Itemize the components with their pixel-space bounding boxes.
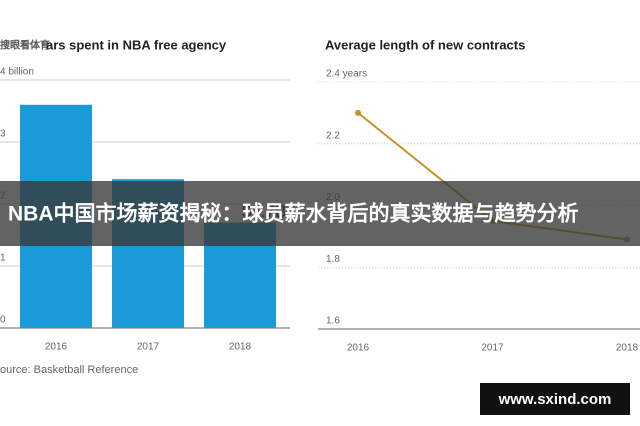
y-tick-label: 0: [0, 315, 6, 326]
y-tick-label: 1: [0, 253, 6, 264]
y-tick-label: 1.6: [326, 316, 340, 327]
overlay-title: NBA中国市场薪资揭秘：球员薪水背后的真实数据与趋势分析: [8, 202, 579, 226]
watermark: 搜眼看体育: [0, 39, 50, 52]
y-tick-label: 1.8: [326, 254, 340, 265]
x-tick-label: 2017: [137, 342, 160, 353]
chart-title: ars spent in NBA free agency: [46, 37, 227, 52]
x-tick-label: 2016: [347, 343, 370, 354]
y-tick-label: 4 billion: [0, 67, 34, 78]
y-tick-label: 3: [0, 129, 6, 140]
x-tick-label: 2018: [616, 343, 639, 354]
x-tick-label: 2018: [229, 342, 252, 353]
point: [355, 109, 361, 116]
chart-title: Average length of new contracts: [325, 37, 525, 52]
x-tick-label: 2017: [481, 343, 504, 354]
site-label: www.sxind.com: [498, 391, 612, 408]
y-tick-label: 2.2: [326, 130, 340, 141]
y-tick-label: 2.4 years: [326, 69, 367, 80]
x-tick-label: 2016: [45, 342, 68, 353]
site-badge: [480, 383, 630, 415]
source: ource: Basketball Reference: [0, 364, 138, 376]
overlay-banner: [0, 181, 640, 246]
